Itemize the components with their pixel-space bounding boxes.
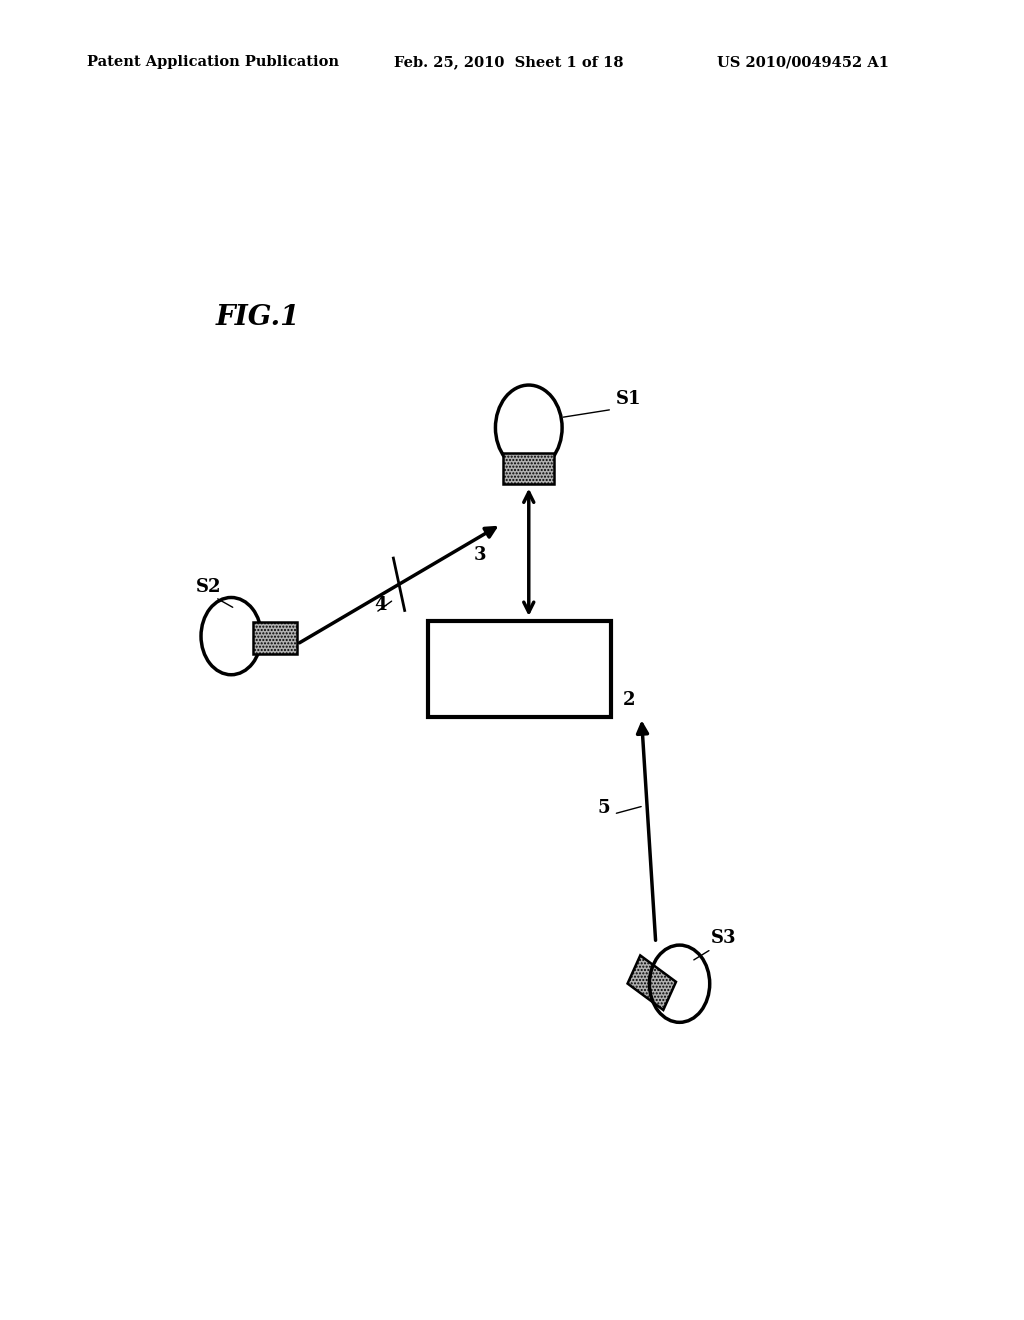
Text: S2: S2 bbox=[196, 578, 221, 597]
Text: 3: 3 bbox=[473, 546, 485, 564]
Bar bbox=[503, 453, 554, 483]
Bar bbox=[253, 622, 297, 655]
Bar bbox=[428, 620, 610, 718]
Text: S1: S1 bbox=[616, 391, 642, 408]
Text: 2: 2 bbox=[623, 692, 635, 709]
Text: US 2010/0049452 A1: US 2010/0049452 A1 bbox=[717, 55, 889, 70]
Text: 5: 5 bbox=[598, 799, 610, 817]
Text: FIG.1: FIG.1 bbox=[215, 304, 300, 331]
Text: Patent Application Publication: Patent Application Publication bbox=[87, 55, 339, 70]
Text: 4: 4 bbox=[374, 595, 386, 614]
Bar bbox=[628, 956, 676, 1010]
Text: Feb. 25, 2010  Sheet 1 of 18: Feb. 25, 2010 Sheet 1 of 18 bbox=[394, 55, 624, 70]
Text: S3: S3 bbox=[712, 929, 737, 946]
